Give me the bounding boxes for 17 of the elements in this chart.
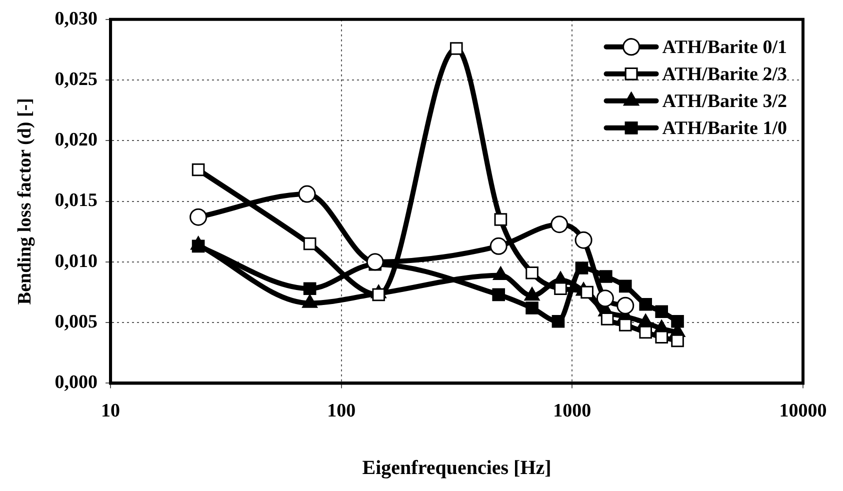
- legend-label: ATH/Barite 1/0: [662, 118, 788, 139]
- x-tick-label: 10: [101, 400, 120, 422]
- x-tick-label: 10000: [779, 400, 827, 422]
- y-axis-title: Bending loss factor (d) [-]: [14, 98, 36, 305]
- y-tick-label: 0,015: [54, 190, 98, 212]
- y-tick-label: 0,025: [54, 68, 98, 90]
- y-tick-label: 0,020: [54, 130, 98, 151]
- legend-label: ATH/Barite 3/2: [662, 90, 788, 112]
- legend-label: ATH/Barite 2/3: [662, 64, 788, 85]
- y-tick-label: 0,010: [54, 250, 98, 272]
- y-tick-label: 0,000: [54, 372, 98, 394]
- y-tick-label: 0,005: [54, 311, 98, 332]
- y-tick-label: 0,030: [54, 8, 98, 30]
- legend-label: ATH/Barite 0/1: [662, 36, 788, 58]
- x-axis-title: Eigenfrequencies [Hz]: [362, 457, 552, 480]
- x-tick-label: 100: [327, 400, 356, 422]
- x-tick-label: 1000: [553, 400, 592, 422]
